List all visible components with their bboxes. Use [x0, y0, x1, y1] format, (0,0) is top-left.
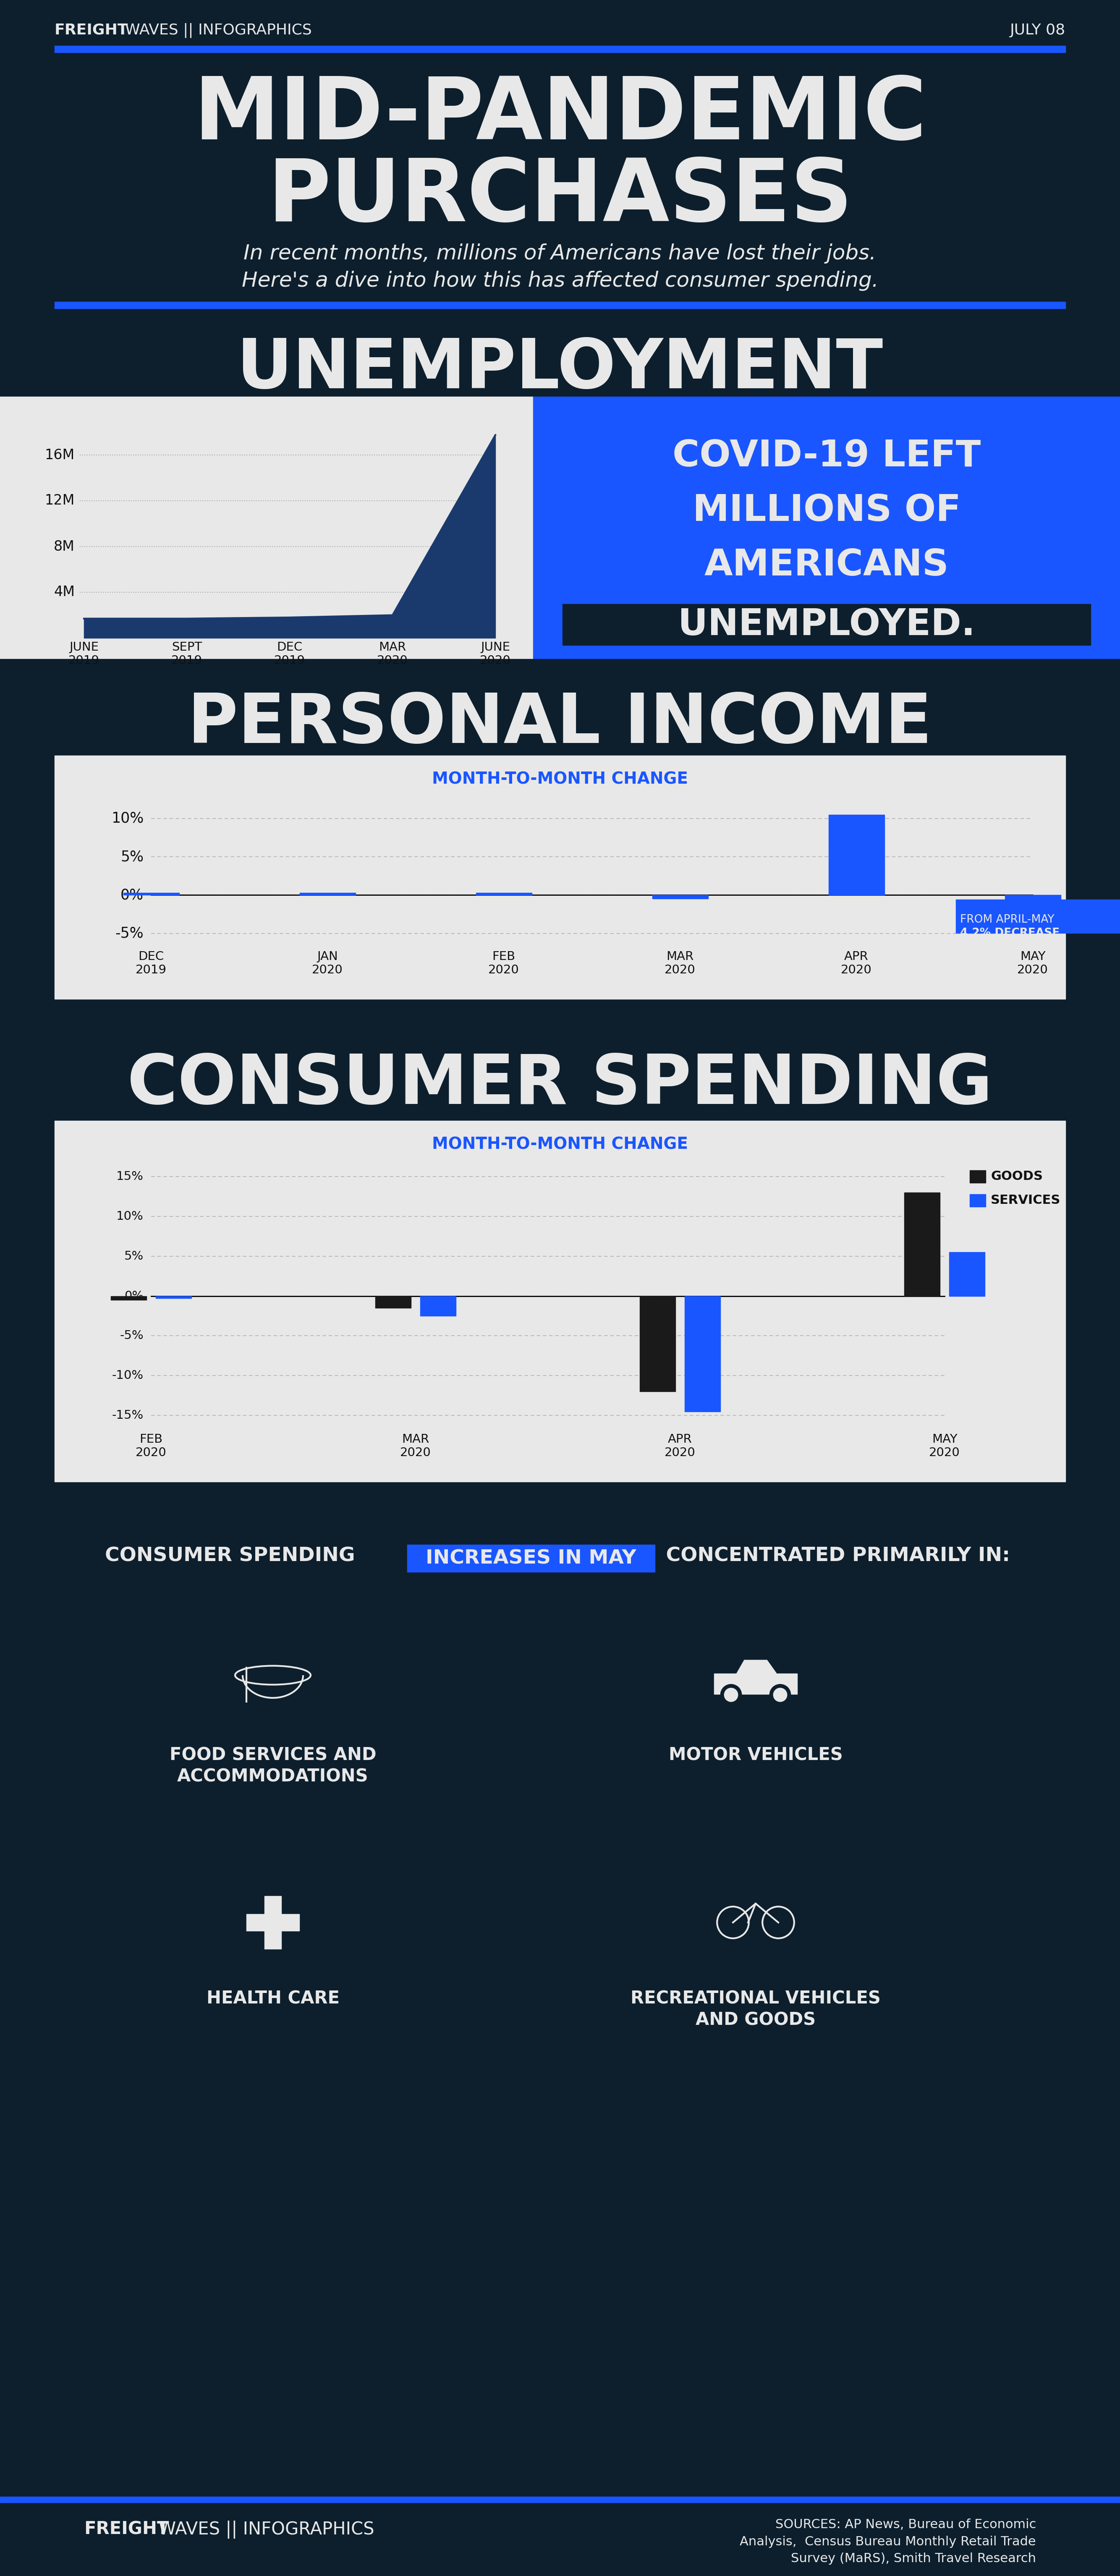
Text: UNEMPLOYMENT: UNEMPLOYMENT [237, 335, 883, 402]
Text: 10%: 10% [116, 1211, 143, 1221]
Text: WAVES || INFOGRAPHICS: WAVES || INFOGRAPHICS [125, 23, 311, 39]
Text: HEALTH CARE: HEALTH CARE [206, 1989, 339, 2007]
Text: PERSONAL INCOME: PERSONAL INCOME [188, 690, 932, 757]
Text: FREIGHT: FREIGHT [84, 2519, 169, 2537]
Text: MAR
2020: MAR 2020 [664, 951, 696, 976]
Bar [0, 1020, 1120, 1502]
Text: JULY 08: JULY 08 [1010, 23, 1065, 39]
Text: 4M: 4M [54, 585, 75, 600]
Text: MILLIONS OF: MILLIONS OF [692, 492, 961, 528]
Text: FOOD SERVICES AND
ACCOMMODATIONS: FOOD SERVICES AND ACCOMMODATIONS [169, 1747, 376, 1785]
Text: 15%: 15% [116, 1170, 143, 1182]
Bar [970, 1195, 986, 1206]
Text: 0%: 0% [124, 1291, 143, 1301]
Text: CONSUMER SPENDING: CONSUMER SPENDING [128, 1051, 992, 1118]
Text: AMERICANS: AMERICANS [704, 549, 949, 582]
Circle shape [769, 1685, 791, 1705]
Bar [420, 1296, 456, 1316]
Bar [246, 1914, 299, 1932]
Text: JAN
2020: JAN 2020 [312, 951, 343, 976]
Bar [111, 1296, 147, 1301]
Text: APR
2020: APR 2020 [664, 1432, 696, 1458]
Text: -5%: -5% [120, 1329, 143, 1342]
Text: 12M: 12M [45, 495, 75, 507]
Bar [55, 46, 1065, 52]
Text: 8M: 8M [54, 538, 75, 554]
Bar [408, 1546, 655, 1571]
Bar [949, 1252, 984, 1296]
Bar [829, 814, 885, 894]
Text: -15%: -15% [112, 1409, 143, 1422]
Bar [0, 2496, 1120, 2501]
Text: Here's a dive into how this has affected consumer spending.: Here's a dive into how this has affected… [242, 270, 878, 291]
Bar [0, 659, 1120, 1020]
Text: INCREASES IN MAY: INCREASES IN MAY [426, 1548, 636, 1569]
Bar [264, 1896, 281, 1950]
Circle shape [774, 1687, 787, 1703]
Text: MONTH-TO-MONTH CHANGE: MONTH-TO-MONTH CHANGE [432, 770, 688, 788]
Bar [562, 603, 1091, 644]
Bar [0, 397, 533, 659]
Text: DEC
2019: DEC 2019 [136, 951, 167, 976]
Bar [652, 894, 708, 899]
Text: 5%: 5% [121, 850, 143, 863]
Text: FEB
2020: FEB 2020 [488, 951, 520, 976]
Bar [640, 1296, 675, 1391]
Text: In recent months, millions of Americans have lost their jobs.: In recent months, millions of Americans … [244, 245, 876, 263]
Text: MAY
2020: MAY 2020 [1017, 951, 1048, 976]
Bar [955, 899, 1120, 933]
Text: 5%: 5% [124, 1249, 143, 1262]
Bar [55, 1121, 1065, 1481]
Polygon shape [737, 1659, 776, 1674]
Text: 10%: 10% [111, 811, 143, 824]
Text: DEC
2019: DEC 2019 [274, 641, 305, 667]
Text: SERVICES: SERVICES [991, 1195, 1061, 1206]
Bar [970, 1170, 986, 1182]
Text: FROM APRIL-MAY: FROM APRIL-MAY [960, 914, 1054, 925]
Text: MONTH-TO-MONTH CHANGE: MONTH-TO-MONTH CHANGE [432, 1136, 688, 1151]
Text: MAR
2020: MAR 2020 [377, 641, 408, 667]
Text: GOODS: GOODS [991, 1170, 1043, 1182]
Text: SEPT
2019: SEPT 2019 [171, 641, 203, 667]
Text: -5%: -5% [115, 927, 143, 940]
Text: APR
2020: APR 2020 [841, 951, 871, 976]
Text: JUNE
2019: JUNE 2019 [68, 641, 100, 667]
Text: 16M: 16M [45, 448, 75, 461]
Text: CONSUMER SPENDING: CONSUMER SPENDING [105, 1546, 362, 1566]
Text: JUNE
2020: JUNE 2020 [479, 641, 511, 667]
Bar [0, 1502, 1120, 2499]
Text: RECREATIONAL VEHICLES
AND GOODS: RECREATIONAL VEHICLES AND GOODS [631, 1989, 880, 2030]
Bar [904, 1193, 940, 1296]
Circle shape [720, 1685, 741, 1705]
Bar [684, 1296, 720, 1412]
Text: FREIGHT: FREIGHT [55, 23, 129, 39]
Bar [55, 301, 1065, 309]
Circle shape [725, 1687, 738, 1703]
Text: MAR
2020: MAR 2020 [400, 1432, 431, 1458]
Text: WAVES || INFOGRAPHICS: WAVES || INFOGRAPHICS [159, 2519, 374, 2537]
Bar [0, 2499, 1120, 2576]
Text: PURCHASES: PURCHASES [268, 155, 852, 240]
Bar [1005, 894, 1061, 927]
Bar [55, 755, 1065, 999]
Text: -10%: -10% [112, 1370, 143, 1381]
Text: MAY
2020: MAY 2020 [930, 1432, 960, 1458]
Text: MID-PANDEMIC: MID-PANDEMIC [194, 75, 926, 157]
Text: SOURCES: AP News, Bureau of Economic
Analysis,  Census Bureau Monthly Retail Tra: SOURCES: AP News, Bureau of Economic Ana… [740, 2519, 1036, 2566]
Bar [715, 1674, 797, 1695]
Text: FEB
2020: FEB 2020 [136, 1432, 167, 1458]
Text: 4.2% DECREASE: 4.2% DECREASE [960, 927, 1060, 938]
Bar [375, 1296, 411, 1309]
Bar [533, 397, 1120, 659]
Text: COVID-19 LEFT: COVID-19 LEFT [672, 438, 981, 474]
Text: 0%: 0% [121, 889, 143, 902]
Text: CONCENTRATED PRIMARILY IN:: CONCENTRATED PRIMARILY IN: [659, 1546, 1010, 1566]
Text: UNEMPLOYED.: UNEMPLOYED. [678, 608, 976, 641]
Text: MOTOR VEHICLES: MOTOR VEHICLES [669, 1747, 842, 1765]
